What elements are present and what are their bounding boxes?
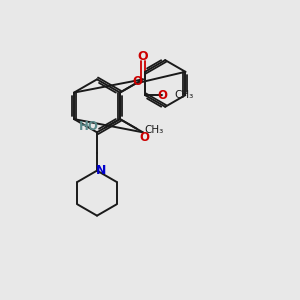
Text: O: O	[157, 88, 167, 102]
Text: HO: HO	[79, 120, 99, 133]
Text: CH₃: CH₃	[145, 124, 164, 134]
Text: O: O	[140, 131, 149, 144]
Text: O: O	[132, 76, 142, 88]
Text: O: O	[138, 50, 148, 63]
Text: N: N	[96, 164, 106, 177]
Text: CH₃: CH₃	[175, 90, 194, 100]
